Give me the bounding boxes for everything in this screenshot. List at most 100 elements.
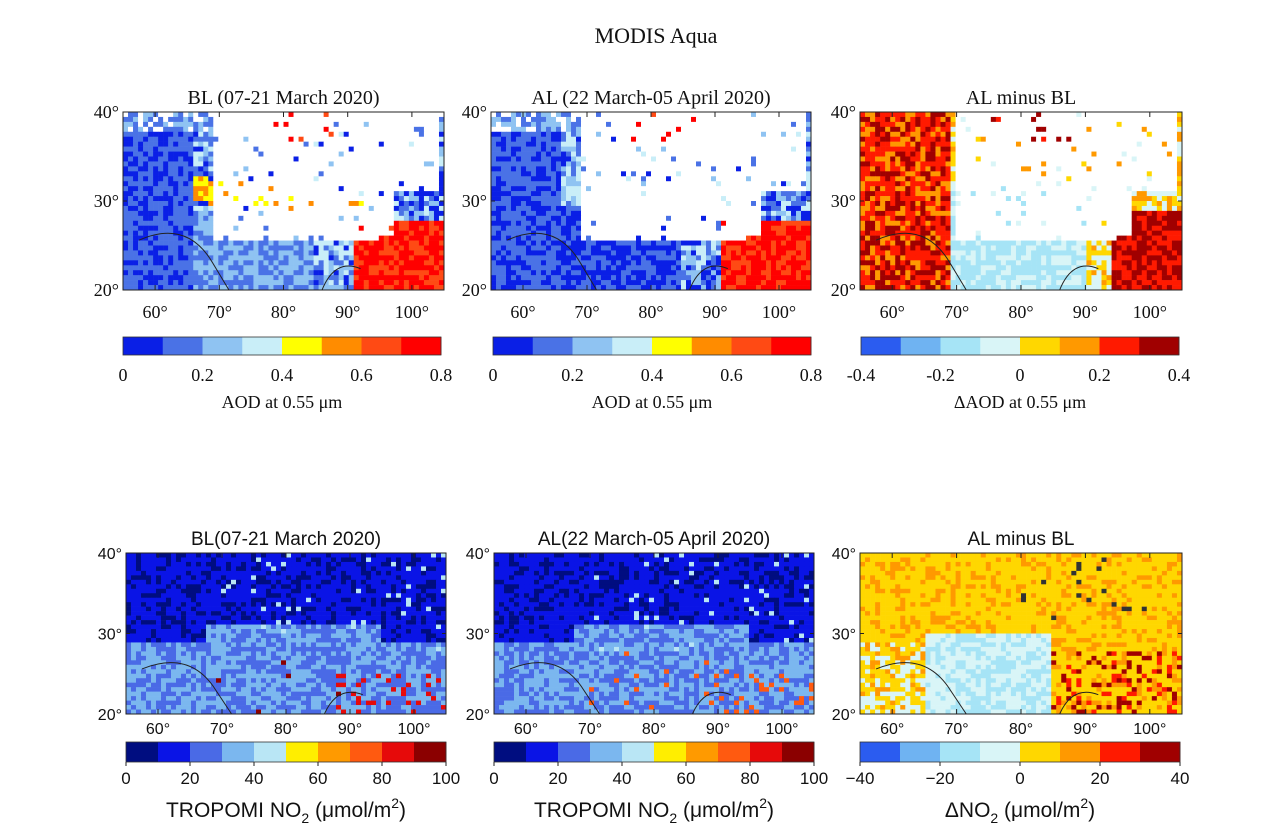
map-cell xyxy=(168,166,174,172)
map-cell xyxy=(711,255,717,261)
map-cell xyxy=(373,176,380,182)
map-cell xyxy=(323,255,329,261)
map-cell xyxy=(566,225,572,231)
map-cell xyxy=(711,240,717,246)
map-cell xyxy=(511,255,517,261)
map-cell xyxy=(243,136,249,142)
map-cell xyxy=(433,230,440,236)
map-cell xyxy=(208,176,214,182)
map-cell xyxy=(283,205,289,212)
map-cell xyxy=(671,176,677,182)
map-cell xyxy=(940,112,946,118)
map-cell xyxy=(756,146,762,152)
map-cell xyxy=(676,245,682,251)
map-cell xyxy=(343,196,350,202)
map-cell xyxy=(511,201,517,207)
map-cell xyxy=(566,121,572,128)
map-cell xyxy=(491,121,497,128)
map-cell xyxy=(323,205,329,212)
map-cell xyxy=(1111,126,1117,133)
map-cell xyxy=(348,245,355,251)
map-cell xyxy=(283,285,289,291)
map-cell xyxy=(423,240,430,246)
map-cell xyxy=(1056,131,1062,138)
map-cell xyxy=(283,201,289,207)
map-cell xyxy=(716,260,722,266)
map-cell xyxy=(243,112,249,118)
map-cell xyxy=(338,156,344,162)
map-cell xyxy=(516,126,522,133)
map-cell xyxy=(591,116,597,123)
map-cell xyxy=(398,230,405,236)
map-cell xyxy=(571,265,577,271)
map-cell xyxy=(651,210,657,217)
map-cell xyxy=(368,181,375,187)
map-cell xyxy=(268,270,274,276)
map-cell xyxy=(313,176,319,182)
map-cell xyxy=(363,240,370,246)
map-cell xyxy=(771,270,777,276)
map-cell xyxy=(656,136,662,142)
map-cell xyxy=(526,166,532,172)
map-cell xyxy=(676,225,682,231)
map-cell xyxy=(173,270,179,276)
map-cell xyxy=(711,141,717,147)
map-cell xyxy=(408,201,415,207)
map-cell xyxy=(263,166,269,172)
map-cell xyxy=(865,121,871,128)
map-cell xyxy=(581,270,587,276)
map-cell xyxy=(586,205,592,212)
map-cell xyxy=(363,166,370,172)
map-cell xyxy=(358,225,365,231)
map-cell xyxy=(383,215,390,222)
map-cell xyxy=(298,126,304,133)
map-cell xyxy=(566,285,572,291)
map-cell xyxy=(791,112,797,118)
map-cell xyxy=(646,245,652,251)
map-cell xyxy=(506,191,512,197)
map-cell xyxy=(736,265,742,271)
colorbar-frame xyxy=(122,336,442,356)
map-cell xyxy=(263,265,269,271)
map-cell xyxy=(388,191,395,197)
map-cell xyxy=(796,181,802,187)
map-cell xyxy=(233,275,239,281)
map-cell xyxy=(661,186,667,192)
map-cell xyxy=(711,220,717,227)
map-cell xyxy=(636,186,642,192)
map-cell xyxy=(516,136,522,142)
map-cell xyxy=(343,116,350,123)
map-cell xyxy=(626,255,632,261)
map-cell xyxy=(586,275,592,281)
map-cell xyxy=(133,126,139,133)
map-cell xyxy=(706,166,712,172)
map-cell xyxy=(786,235,792,241)
map-cell xyxy=(273,191,279,197)
map-cell xyxy=(691,280,697,286)
map-cell xyxy=(666,235,672,241)
map-cell xyxy=(746,196,752,202)
map-cell xyxy=(278,275,284,281)
map-cell xyxy=(661,210,667,217)
map-cell xyxy=(701,201,707,207)
map-cell xyxy=(438,270,445,276)
map-cell xyxy=(691,201,697,207)
map-cell xyxy=(636,201,642,207)
map-cell xyxy=(1081,121,1087,128)
map-cell xyxy=(681,205,687,212)
map-cell xyxy=(626,181,632,187)
map-cell xyxy=(536,220,542,227)
map-cell xyxy=(198,112,204,118)
map-cell xyxy=(198,205,204,212)
map-cell xyxy=(358,166,365,172)
map-cell xyxy=(1166,126,1173,133)
map-cell xyxy=(721,141,727,147)
map-cell xyxy=(666,176,672,182)
map-cell xyxy=(791,156,797,162)
map-cell xyxy=(626,171,632,177)
map-cell xyxy=(751,230,757,236)
map-cell xyxy=(591,121,597,128)
map-cell xyxy=(686,181,692,187)
map-cell xyxy=(711,285,717,291)
map-cell xyxy=(203,171,209,177)
